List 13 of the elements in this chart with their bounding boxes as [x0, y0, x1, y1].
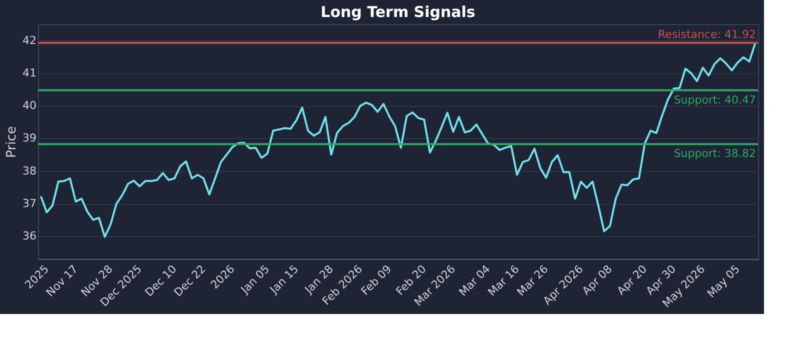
y-tick-label: 42	[22, 34, 36, 47]
y-tick-label: 41	[22, 66, 36, 80]
ref-line-label: Support: 40.47	[674, 93, 756, 106]
y-tick-label: 39	[22, 132, 36, 145]
ref-line-label: Resistance: 41.92	[658, 28, 756, 41]
y-axis-title: Price	[4, 126, 20, 158]
y-tick-label: 40	[22, 99, 36, 112]
y-tick-label: 36	[22, 230, 36, 243]
chart-title: Long Term Signals	[320, 3, 476, 21]
ref-line-label: Support: 38.82	[674, 147, 756, 160]
y-tick-label: 38	[22, 164, 36, 178]
y-tick-label: 37	[22, 197, 36, 210]
line-series	[40, 42, 756, 238]
